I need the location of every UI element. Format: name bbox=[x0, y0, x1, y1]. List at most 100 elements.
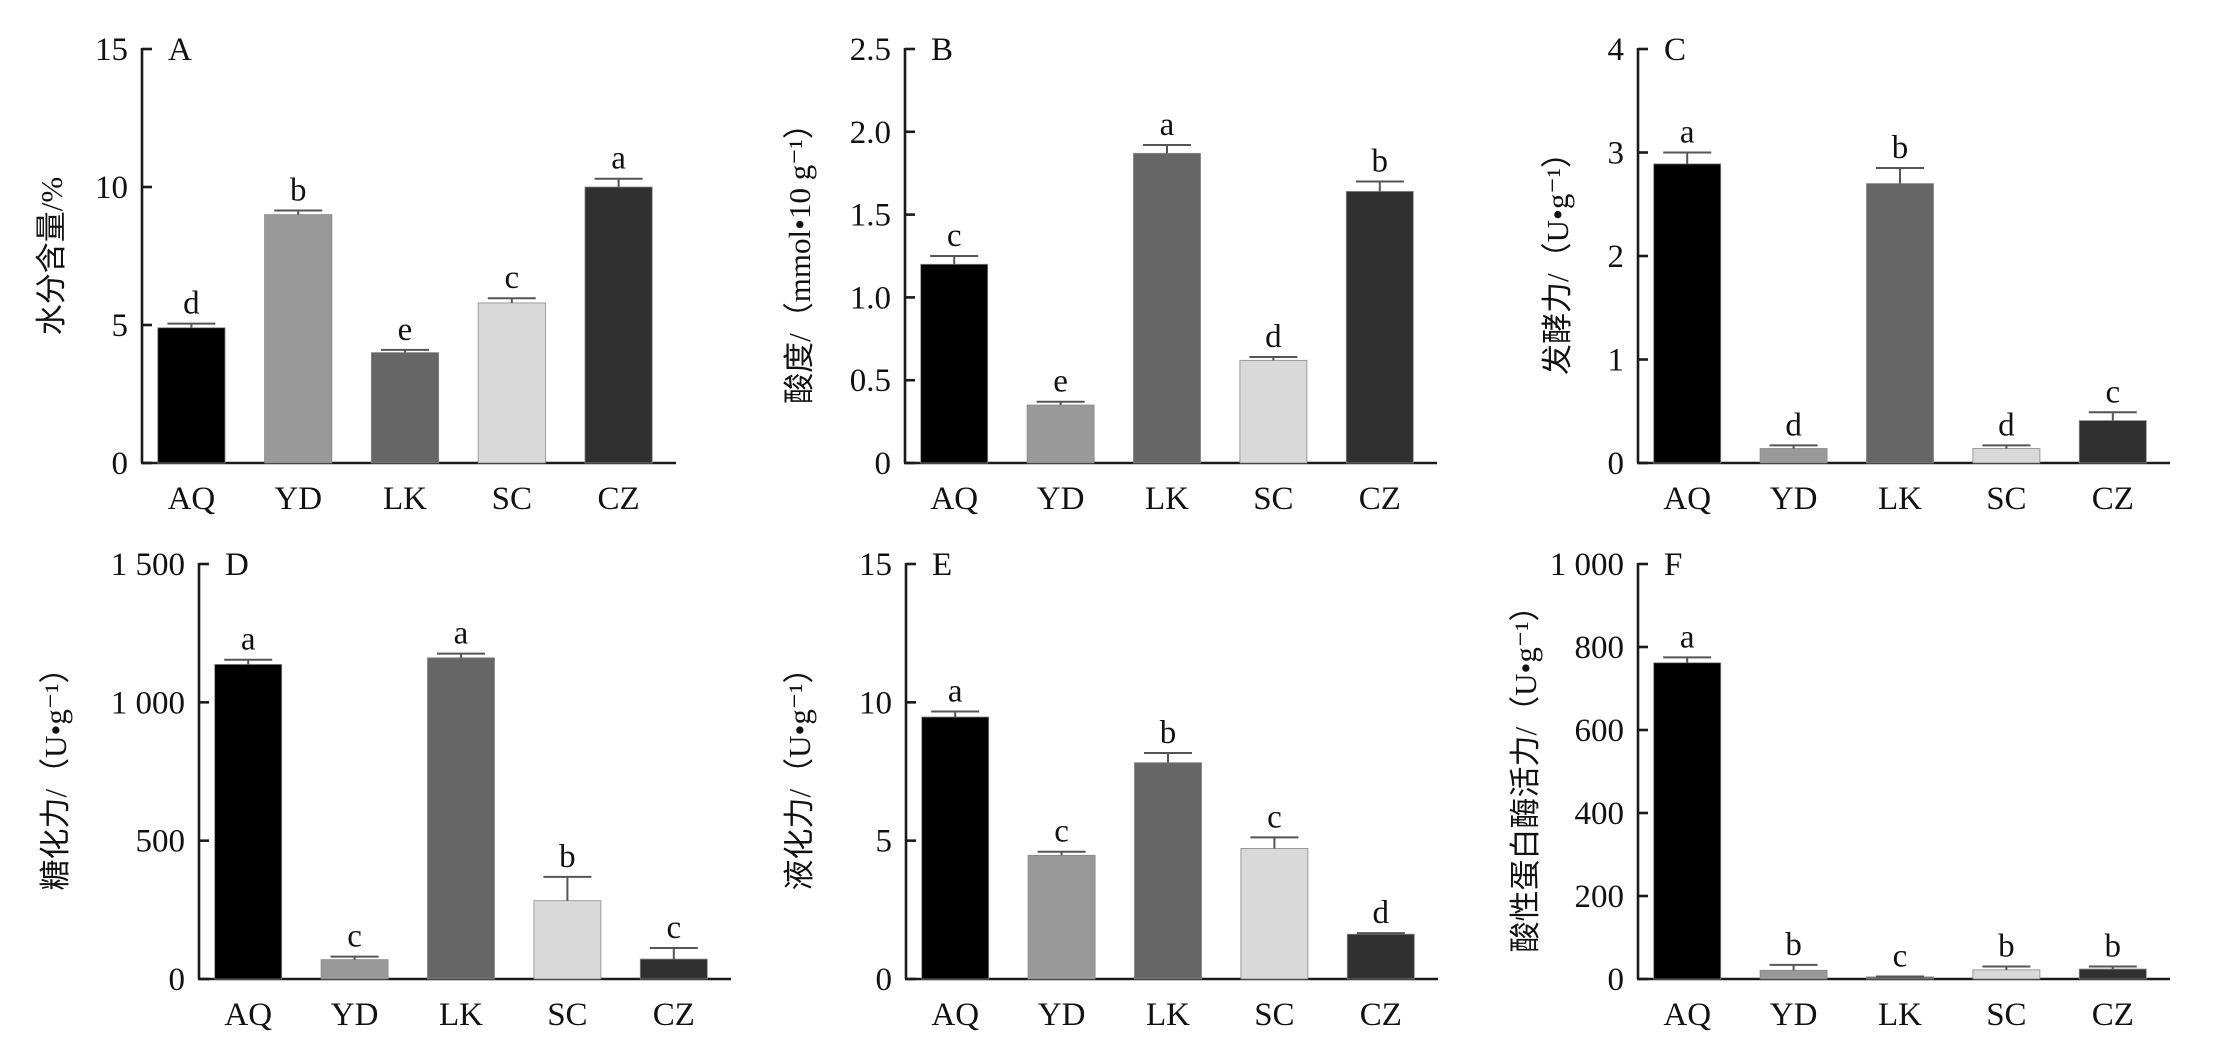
bar-group-lk: e bbox=[370, 312, 440, 464]
y-tick-label: 1 500 bbox=[111, 547, 185, 583]
x-tick-label: SC bbox=[1986, 997, 2026, 1033]
x-tick-label: LK bbox=[439, 997, 483, 1033]
bar-group-aq: a bbox=[1653, 619, 1722, 980]
bar-cz bbox=[584, 186, 653, 464]
significance-label: a bbox=[454, 616, 469, 652]
y-tick-label: 0 bbox=[169, 962, 186, 998]
panel-letter: D bbox=[225, 547, 249, 583]
significance-label: b bbox=[1785, 927, 1802, 963]
x-tick-label: AQ bbox=[931, 997, 979, 1033]
bar-aq bbox=[214, 664, 283, 980]
y-tick-label: 0 bbox=[1608, 962, 1625, 998]
panel-letter: E bbox=[932, 547, 952, 583]
bar-group-cz: b bbox=[2078, 929, 2147, 980]
bar-group-aq: a bbox=[921, 673, 990, 980]
significance-label: d bbox=[1373, 895, 1390, 931]
significance-label: a bbox=[241, 622, 256, 658]
x-tick-label: LK bbox=[383, 481, 427, 517]
bar-yd bbox=[320, 959, 389, 980]
bar-group-sc: d bbox=[1239, 319, 1308, 464]
bar-group-cz: a bbox=[584, 141, 653, 464]
y-axis-title: 糖化力/（U•g⁻¹） bbox=[38, 652, 73, 890]
bar-yd bbox=[264, 214, 333, 464]
bar-group-cz: c bbox=[2078, 374, 2147, 464]
y-axis-title: 酸性蛋白酶活力/（U•g⁻¹） bbox=[1508, 590, 1543, 952]
significance-label: e bbox=[398, 312, 413, 348]
bar-group-cz: b bbox=[1345, 143, 1414, 464]
x-tick-label: SC bbox=[1254, 997, 1294, 1033]
panel-c: 0 1 2 3 4 C 发酵力/（U•g⁻¹） a AQ d YD b LK d SC c CZ bbox=[1540, 32, 2170, 517]
x-tick-label: YD bbox=[1770, 997, 1818, 1033]
bar-group-yd: b bbox=[1759, 927, 1828, 980]
bar-group-sc: d bbox=[1972, 407, 2041, 464]
bar-aq bbox=[1653, 163, 1722, 464]
panel-e: 0 5 10 15 E 液化力/（U•g⁻¹） a AQ c YD b LK c SC d CZ bbox=[782, 547, 1438, 1033]
bar-group-yd: c bbox=[1027, 814, 1096, 980]
x-tick-label: CZ bbox=[2092, 997, 2134, 1033]
bar-group-yd: c bbox=[320, 919, 389, 980]
bar-lk bbox=[427, 657, 495, 980]
y-tick-label: 1 bbox=[1608, 343, 1625, 379]
x-tick-label: YD bbox=[1037, 481, 1085, 517]
x-tick-label: YD bbox=[1038, 997, 1086, 1033]
significance-label: c bbox=[504, 260, 519, 296]
bar-sc bbox=[1240, 848, 1309, 980]
y-tick-label: 0 bbox=[112, 446, 129, 482]
significance-label: b bbox=[2105, 929, 2122, 965]
x-tick-label: SC bbox=[492, 481, 532, 517]
bar-sc bbox=[533, 900, 602, 980]
bar-lk bbox=[370, 352, 440, 464]
y-tick-label: 10 bbox=[859, 685, 892, 721]
y-tick-label: 400 bbox=[1575, 796, 1625, 832]
bar-sc bbox=[1239, 359, 1308, 464]
y-tick-label: 2 bbox=[1608, 239, 1625, 275]
x-tick-label: CZ bbox=[653, 997, 695, 1033]
y-axis-title: 发酵力/（U•g⁻¹） bbox=[1540, 137, 1575, 375]
significance-label: d bbox=[1785, 407, 1802, 443]
x-tick-label: AQ bbox=[1663, 997, 1711, 1033]
significance-label: d bbox=[1265, 319, 1282, 355]
y-tick-label: 5 bbox=[112, 308, 129, 344]
y-tick-label: 800 bbox=[1575, 630, 1625, 666]
y-tick-label: 2.5 bbox=[850, 32, 891, 68]
significance-label: a bbox=[1160, 107, 1175, 143]
y-tick-label: 0 bbox=[875, 446, 892, 482]
y-tick-label: 5 bbox=[876, 824, 893, 860]
y-tick-label: 2.0 bbox=[850, 115, 891, 151]
x-tick-label: LK bbox=[1145, 481, 1189, 517]
significance-label: a bbox=[1680, 619, 1695, 655]
significance-label: b bbox=[1892, 130, 1909, 166]
bar-aq bbox=[157, 327, 226, 464]
significance-label: b bbox=[559, 839, 576, 875]
y-tick-label: 15 bbox=[859, 547, 892, 583]
y-tick-label: 15 bbox=[95, 32, 128, 68]
panel-letter: A bbox=[168, 32, 192, 68]
significance-label: a bbox=[1680, 115, 1695, 151]
bar-yd bbox=[1759, 448, 1828, 464]
significance-label: b bbox=[1998, 929, 2015, 965]
bar-group-lk: a bbox=[1133, 107, 1201, 464]
significance-label: c bbox=[1267, 799, 1282, 835]
y-tick-label: 0 bbox=[1608, 446, 1625, 482]
bar-group-yd: d bbox=[1759, 407, 1828, 464]
significance-label: c bbox=[2105, 374, 2120, 410]
x-tick-label: LK bbox=[1878, 481, 1922, 517]
y-tick-label: 200 bbox=[1575, 879, 1625, 915]
significance-label: c bbox=[947, 218, 962, 254]
y-axis-title: 酸度/（mmol•10 g⁻¹） bbox=[782, 108, 817, 404]
panel-a: 0 5 10 15 A 水分含量/% d AQ b YD e LK c SC a CZ bbox=[34, 32, 676, 517]
panel-d: 0 500 1 000 1 500 D 糖化力/（U•g⁻¹） a AQ c YD a LK b SC c C… bbox=[38, 547, 731, 1033]
significance-label: b bbox=[1160, 715, 1177, 751]
bar-group-yd: b bbox=[264, 172, 333, 464]
bar-group-sc: b bbox=[1972, 929, 2041, 980]
y-tick-label: 1.0 bbox=[850, 280, 891, 316]
bar-group-sc: c bbox=[477, 260, 546, 464]
bar-group-aq: a bbox=[214, 622, 283, 980]
bar-group-sc: b bbox=[533, 839, 602, 980]
bar-group-aq: a bbox=[1653, 115, 1722, 464]
panel-f: 0 200 400 600 800 1 000 F 酸性蛋白酶活力/（U•g⁻¹） a AQ b YD… bbox=[1508, 547, 2170, 1033]
x-tick-label: SC bbox=[547, 997, 587, 1033]
bar-aq bbox=[920, 263, 989, 464]
x-tick-label: AQ bbox=[930, 481, 978, 517]
